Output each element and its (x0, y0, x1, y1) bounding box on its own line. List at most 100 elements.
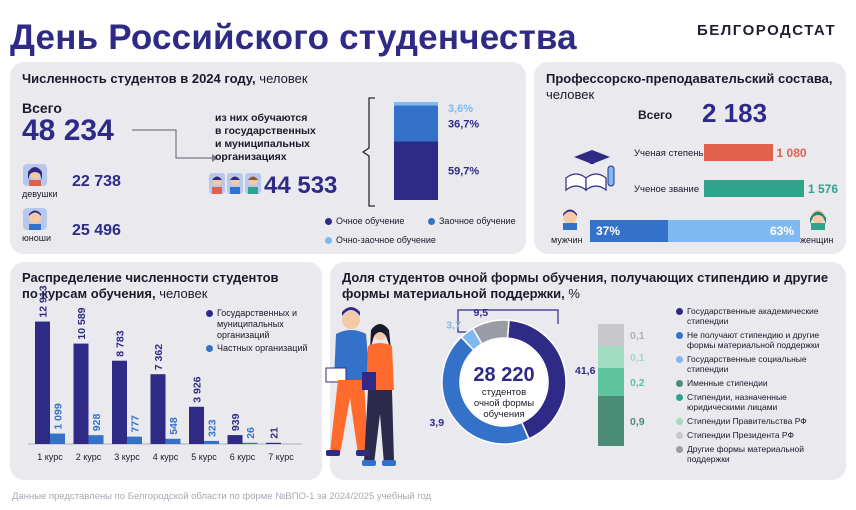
bar-0-0 (35, 321, 50, 444)
state-text: из них обучаются в государственных и мун… (215, 112, 316, 163)
bar-label-1-0: 1 099 (53, 403, 65, 429)
stipend-legend-item-7: Другие формы материальной поддержки (676, 444, 844, 464)
students-group-icon (209, 173, 261, 194)
bar-label-1-1: 928 (91, 414, 103, 432)
bar-label-0-4: 3 926 (192, 376, 204, 402)
bar-1-5 (242, 442, 258, 444)
x-tick-label-6: 7 курс (268, 452, 294, 462)
legend-full: Очное обучение (325, 216, 404, 227)
stipend-legend-item-1: Не получают стипендию и другие формы мат… (676, 330, 844, 350)
stack-label-2: 59,7% (448, 166, 479, 178)
degree-value: 1 080 (776, 146, 807, 160)
stipend-legend-item-0: Государственные академические стипендии (676, 306, 844, 326)
legend-private: Частных организаций (206, 343, 308, 354)
donut-center: 28 220 студентов очной формы обучения (448, 364, 560, 420)
x-tick-label-1: 2 курс (76, 452, 102, 462)
bar-0-1 (73, 343, 89, 444)
stipend-donut-chart: 41,6 43,9 3,7 9,5 (430, 307, 596, 445)
stipend-legend-item-4: Стипендии, назначенные юридическими лица… (676, 392, 844, 412)
stipend-legend-item-5: Стипендии Правительства РФ (676, 416, 844, 426)
bar-1-3 (165, 438, 181, 444)
staff-total: 2 183 (702, 98, 768, 128)
small-segment-1 (598, 346, 624, 368)
girls-value: 22 738 (72, 173, 121, 190)
courses-title: Распределение численности студентов по к… (22, 270, 279, 301)
stipend-title: Доля студентов очной формы обучения, пол… (342, 270, 829, 301)
bar-1-1 (88, 435, 104, 444)
bar-label-1-3: 548 (168, 417, 180, 435)
small-shares-stack: 0,1 0,1 0,2 0,9 (598, 324, 645, 446)
stipend-legend-item-6: Стипендии Президента РФ (676, 430, 844, 440)
degree-bar (704, 144, 773, 161)
x-tick-label-2: 3 курс (114, 452, 140, 462)
gender-bar: 37% 63% (590, 220, 800, 242)
female-pct: 63% (769, 224, 794, 238)
small-segment-0 (598, 324, 624, 346)
boys-label: юноши (22, 233, 51, 243)
donut-center-value: 28 220 (473, 364, 535, 386)
small-label-2: 0,2 (630, 377, 645, 389)
donut-label-2: 3,7 (446, 319, 461, 331)
bar-label-1-2: 777 (130, 415, 142, 433)
bar-label-1-4: 323 (207, 419, 219, 437)
bar-label-0-5: 939 (230, 413, 242, 431)
study-form-stacked-bar: 3,6% 36,7% 59,7% (394, 102, 479, 200)
male-segment (590, 220, 668, 242)
stipend-legend: Государственные академические стипендии Н… (676, 306, 844, 468)
arrow-connector (132, 129, 218, 162)
x-tick-label-3: 4 курс (153, 452, 179, 462)
boy-icon (23, 208, 47, 230)
bar-label-0-2: 8 783 (115, 330, 127, 356)
students-illustration (325, 307, 396, 466)
bar-0-4 (189, 406, 204, 444)
stipend-panel: Доля студентов очной формы обучения, пол… (325, 262, 846, 480)
stipend-legend-item-3: Именные стипендии (676, 378, 844, 388)
legend-part: Заочное обучение (428, 216, 516, 227)
students-panel: Численность студентов в 2024 году, челов… (10, 62, 526, 254)
small-label-3: 0,9 (630, 416, 645, 428)
woman-icon (810, 210, 826, 230)
bar-label-0-1: 10 589 (76, 307, 88, 339)
small-segment-3 (598, 396, 624, 446)
bar-0-5 (227, 435, 243, 444)
stipend-legend-item-2: Государственные социальные стипендии (676, 354, 844, 374)
stack-label-1: 36,7% (448, 119, 479, 131)
donut-label-3: 9,5 (474, 307, 489, 319)
girls-label: девушки (22, 189, 58, 199)
bar-0-3 (150, 374, 166, 444)
donut-label-0: 41,6 (575, 365, 596, 377)
small-label-0: 0,1 (630, 330, 645, 342)
stack-segment-0 (394, 102, 438, 106)
small-segment-2 (598, 368, 624, 396)
male-label: мужчин (551, 235, 583, 245)
page-title: День Российского студенчества (10, 18, 577, 57)
x-tick-label-0: 1 курс (37, 452, 63, 462)
books-icon (565, 150, 615, 192)
students-total: 48 234 (22, 114, 114, 147)
state-value: 44 533 (264, 172, 338, 199)
footer-note: Данные представлены по Белгородской обла… (12, 491, 432, 502)
small-label-1: 0,1 (630, 352, 645, 364)
rank-label: Ученое звание (634, 184, 700, 195)
staff-total-label: Всего (638, 108, 673, 122)
stack-label-0: 3,6% (448, 103, 473, 115)
bar-1-0 (50, 433, 65, 444)
donut-label-1: 43,9 (430, 417, 444, 429)
x-tick-label-4: 5 курс (191, 452, 217, 462)
bar-0-2 (112, 360, 127, 444)
bar-1-4 (204, 440, 219, 444)
girl-icon (23, 164, 47, 186)
courses-panel: Распределение численности студентов по к… (10, 262, 322, 480)
legend-state: Государственных и муниципальных организа… (206, 308, 318, 341)
x-tick-label-5: 6 курс (230, 452, 256, 462)
female-label: женщин (800, 235, 834, 245)
male-pct: 37% (596, 224, 621, 238)
staff-title: Профессорско-преподавательский состава, ч… (546, 71, 833, 102)
stack-segment-1 (394, 105, 438, 142)
bar-label-0-0: 12 913 (38, 285, 50, 317)
rank-value: 1 576 (808, 182, 839, 196)
brand-logo: БЕЛГОРОДСТАТ (697, 22, 837, 39)
courses-bar-chart: 12 913 1 099 1 курс 10 589 928 2 курс 8 783 777… (28, 285, 302, 462)
man-icon (563, 209, 577, 230)
bar-0-6 (266, 442, 281, 444)
